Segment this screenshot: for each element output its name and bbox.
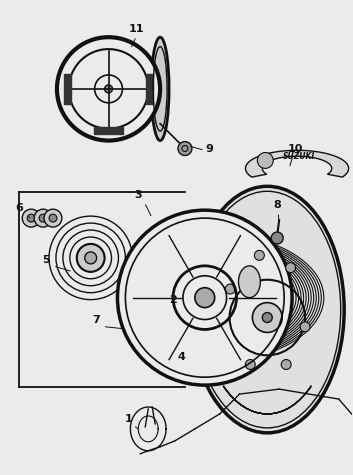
- Circle shape: [34, 209, 52, 227]
- Circle shape: [245, 360, 255, 370]
- Polygon shape: [146, 74, 153, 104]
- Text: 1: 1: [125, 414, 132, 424]
- Circle shape: [281, 360, 291, 370]
- Ellipse shape: [190, 186, 344, 433]
- Circle shape: [225, 284, 235, 294]
- Text: 6: 6: [15, 203, 23, 213]
- Polygon shape: [94, 127, 124, 133]
- Text: 11: 11: [128, 24, 144, 34]
- Circle shape: [44, 209, 62, 227]
- Circle shape: [195, 288, 215, 308]
- Text: 9: 9: [206, 143, 214, 153]
- Text: 8: 8: [273, 200, 281, 210]
- Polygon shape: [245, 150, 349, 177]
- Text: 10: 10: [287, 143, 303, 153]
- Circle shape: [271, 232, 283, 244]
- Circle shape: [257, 152, 273, 169]
- Text: 3: 3: [134, 190, 142, 200]
- Text: SUZUKI: SUZUKI: [283, 152, 315, 161]
- Text: 7: 7: [92, 314, 100, 324]
- Circle shape: [140, 280, 156, 295]
- Polygon shape: [64, 74, 71, 104]
- Ellipse shape: [151, 37, 169, 141]
- Circle shape: [49, 214, 57, 222]
- Ellipse shape: [239, 266, 260, 298]
- Circle shape: [104, 85, 113, 93]
- Circle shape: [27, 214, 35, 222]
- Text: 5: 5: [42, 255, 50, 265]
- Circle shape: [22, 209, 40, 227]
- Circle shape: [262, 313, 272, 323]
- Circle shape: [85, 252, 97, 264]
- Circle shape: [57, 37, 160, 141]
- Text: 2: 2: [169, 294, 177, 304]
- Circle shape: [39, 214, 47, 222]
- Circle shape: [252, 303, 282, 332]
- Circle shape: [118, 210, 292, 385]
- Text: 4: 4: [177, 352, 185, 362]
- Circle shape: [178, 142, 192, 155]
- Circle shape: [286, 263, 295, 273]
- Circle shape: [255, 250, 264, 260]
- Circle shape: [300, 322, 310, 332]
- Circle shape: [77, 244, 104, 272]
